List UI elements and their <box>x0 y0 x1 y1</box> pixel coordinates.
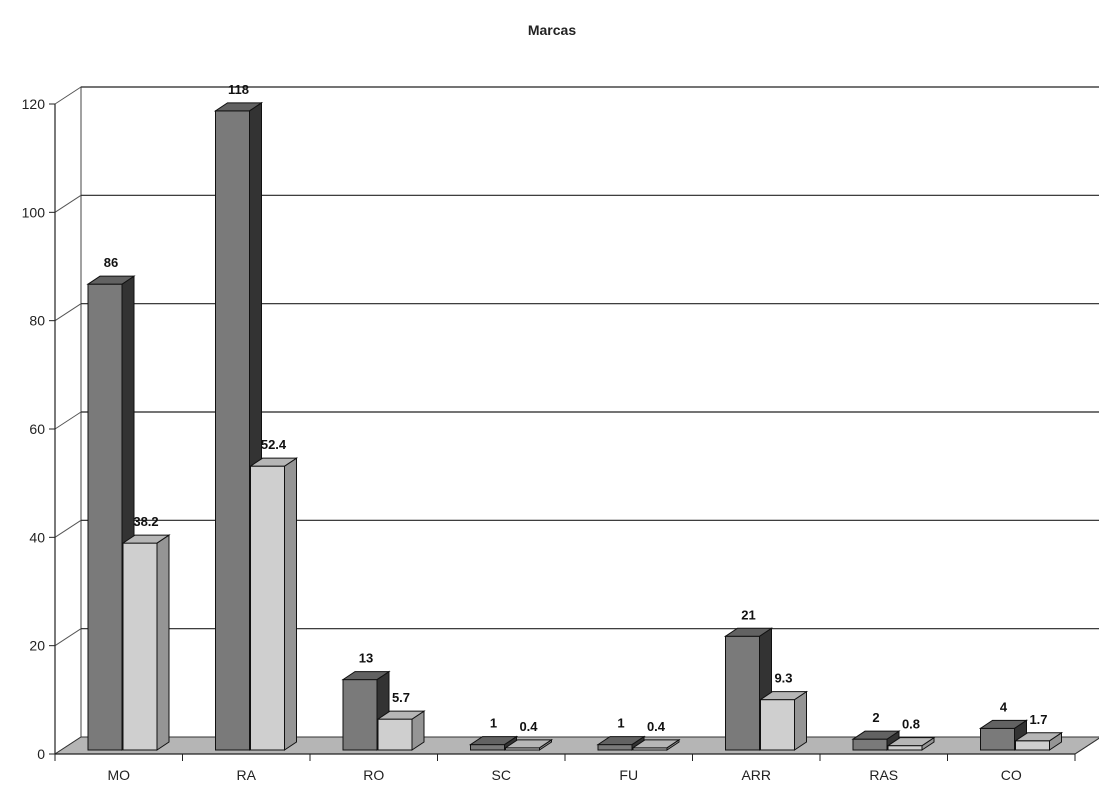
y-tick-label: 120 <box>22 96 46 112</box>
bar-top <box>248 457 299 467</box>
data-label: 1.7 <box>1029 712 1047 727</box>
x-tick-label: RAS <box>869 767 898 783</box>
bar-top <box>631 739 681 749</box>
data-label: 1 <box>617 716 624 731</box>
data-label: 0.4 <box>519 719 538 734</box>
data-label: 1 <box>490 716 497 731</box>
bar-top <box>341 671 391 681</box>
side-grid-line <box>54 194 82 213</box>
bar <box>248 457 299 751</box>
data-label: 118 <box>228 82 249 97</box>
bar-front <box>887 745 923 751</box>
x-axis: MO RA RO SC FU ARR RAS CO <box>54 753 1076 783</box>
bar <box>758 690 809 751</box>
bar-top <box>503 739 554 749</box>
floor-edge <box>1074 737 1099 755</box>
data-label: 86 <box>104 255 118 270</box>
bar-side <box>156 534 170 751</box>
bar-top <box>978 719 1029 729</box>
bar-top <box>886 737 936 747</box>
y-tick-label: 60 <box>29 421 45 437</box>
bars <box>86 101 1064 751</box>
bar <box>1013 731 1064 751</box>
bar-top <box>1013 732 1064 742</box>
bar-top <box>376 710 426 720</box>
data-label: 4 <box>1000 699 1008 714</box>
y-tick-label: 0 <box>37 746 45 762</box>
bar-top <box>758 691 809 701</box>
bar-front <box>725 635 760 751</box>
plot-floor <box>53 736 1099 755</box>
floor <box>53 736 1099 755</box>
chart-title: Marcas <box>528 22 576 38</box>
x-tick-label: RO <box>363 767 384 783</box>
bar-front <box>87 283 123 751</box>
x-tick-label: RA <box>237 767 257 783</box>
bar-front <box>250 465 285 751</box>
bar-top <box>86 275 136 285</box>
y-tick-label: 100 <box>22 204 46 220</box>
data-label: 0.4 <box>647 719 666 734</box>
bar <box>631 738 681 751</box>
bar-front <box>760 699 795 751</box>
bar <box>376 710 426 751</box>
bar <box>121 534 171 751</box>
x-tick-label: CO <box>1001 767 1022 783</box>
x-tick-label: SC <box>492 767 511 783</box>
data-label: 21 <box>741 607 755 622</box>
bar-front <box>470 744 505 751</box>
data-label: 13 <box>359 651 373 666</box>
bar-front <box>980 727 1015 751</box>
bar-front <box>342 679 378 751</box>
bar <box>341 670 391 751</box>
side-grid-line <box>54 303 82 322</box>
y-tick-label: 80 <box>29 313 45 329</box>
data-label: 38.2 <box>133 514 158 529</box>
bar <box>886 736 936 751</box>
data-label: 0.8 <box>902 717 920 732</box>
bar-front <box>852 738 888 751</box>
data-label: 9.3 <box>774 671 792 686</box>
bar <box>503 738 554 751</box>
data-label: 5.7 <box>392 690 410 705</box>
bar-top <box>596 736 646 746</box>
side-grid-line <box>54 628 82 647</box>
bar-top <box>121 534 171 544</box>
data-labels: 86 38.2 118 52.4 13 5.7 1 0.4 1 0.4 21 9.3 2 0.8 4 1.7 <box>104 82 1048 734</box>
data-label: 52.4 <box>261 437 287 452</box>
y-tick-label: 20 <box>29 638 45 654</box>
side-grid-line <box>54 86 82 105</box>
side-grid-line <box>54 411 82 430</box>
bar-top <box>213 102 264 112</box>
bar-side <box>794 690 807 751</box>
side-grid-line <box>54 519 82 538</box>
bar <box>851 730 901 751</box>
bar-top <box>723 627 774 637</box>
x-tick-label: FU <box>619 767 638 783</box>
bar-front <box>215 110 250 751</box>
x-tick-label: MO <box>107 767 130 783</box>
bar-top <box>468 736 519 746</box>
y-axis: 0 20 40 60 80 100 120 <box>22 96 56 762</box>
bar-front <box>377 718 413 751</box>
bar-top <box>851 730 901 740</box>
data-label: 2 <box>872 710 879 725</box>
bar-front <box>122 542 158 751</box>
bar-front <box>1015 740 1050 751</box>
x-tick-label: ARR <box>741 767 771 783</box>
bar <box>723 627 774 751</box>
bar-side <box>284 457 297 751</box>
bar-front <box>597 744 633 751</box>
y-tick-label: 40 <box>29 529 45 545</box>
